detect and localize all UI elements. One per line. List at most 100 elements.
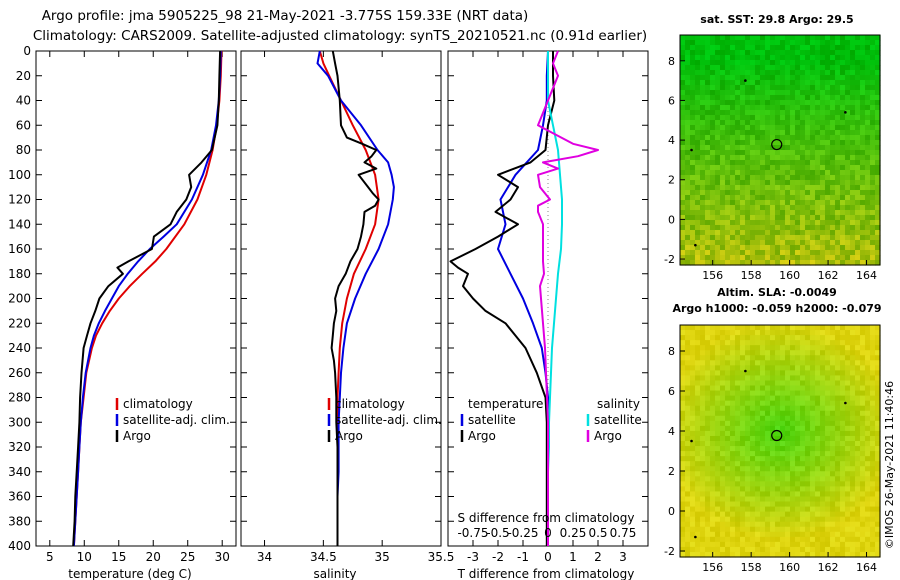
map-cell	[750, 501, 756, 508]
map-cell	[700, 476, 706, 482]
map-cell	[685, 355, 691, 361]
map-cell	[800, 441, 806, 447]
map-cell	[780, 260, 786, 266]
map-cell	[745, 200, 751, 206]
map-cell	[835, 65, 841, 71]
map-cell	[805, 210, 811, 216]
map-cell	[680, 481, 686, 487]
map-cell	[750, 350, 756, 356]
map-cell	[775, 110, 781, 116]
map-cell	[740, 165, 746, 171]
map-cell	[725, 511, 731, 518]
map-cell	[775, 135, 781, 141]
map-cell	[715, 140, 721, 146]
map-cell	[720, 335, 726, 341]
map-cell	[705, 185, 711, 191]
map-cell	[770, 100, 776, 106]
map-cell	[725, 120, 731, 126]
map-cell	[745, 385, 751, 392]
map-cell	[845, 135, 851, 141]
map-cell	[795, 85, 801, 91]
map-cell	[830, 415, 836, 422]
map-cell	[775, 230, 781, 236]
map-cell	[685, 95, 691, 101]
map-cell	[815, 195, 821, 201]
map-cell	[875, 55, 881, 61]
map-cell	[800, 415, 806, 422]
map-cell	[780, 255, 786, 261]
map-cell	[760, 110, 766, 116]
map-cell	[760, 325, 766, 331]
map-cell	[730, 471, 736, 477]
map-cell	[785, 451, 791, 457]
map-cell	[790, 40, 796, 46]
map-cell	[790, 50, 796, 56]
map-cell	[820, 375, 826, 382]
map-cell	[745, 531, 751, 538]
argo-position-marker	[771, 429, 783, 442]
map-cell	[760, 160, 766, 166]
map-cell	[770, 456, 776, 462]
map-cell	[855, 95, 861, 101]
map-cell	[865, 531, 871, 538]
map-cell	[760, 501, 766, 508]
map-cell	[680, 155, 686, 161]
map-cell	[740, 451, 746, 457]
map-cell	[840, 55, 846, 61]
map-cell	[705, 365, 711, 371]
map-cell	[870, 420, 876, 427]
map-cell	[770, 491, 776, 498]
map-cell	[875, 155, 881, 161]
map-cell	[790, 536, 796, 543]
map-cell	[685, 385, 691, 392]
map-cell	[685, 410, 691, 417]
map-cell	[680, 491, 686, 498]
map-cell	[845, 205, 851, 211]
map-cell	[740, 40, 746, 46]
temperature-xlabel: temperature (deg C)	[68, 567, 191, 580]
map-cell	[860, 546, 866, 553]
map-cell	[870, 395, 876, 402]
map-cell	[765, 365, 771, 371]
map-cell	[695, 446, 701, 452]
map-cell	[725, 200, 731, 206]
map-cell	[765, 526, 771, 533]
depth-tick-label: 380	[8, 514, 31, 528]
map-cell	[855, 190, 861, 196]
map-cell	[840, 536, 846, 543]
map-cell	[790, 180, 796, 186]
map-cell	[800, 511, 806, 518]
map-cell	[820, 476, 826, 482]
map-cell	[755, 546, 761, 553]
map-cell	[810, 531, 816, 538]
depth-axis: 0204060801001201401601802002202402602803…	[8, 44, 31, 553]
map-cell	[805, 380, 811, 387]
map-cell	[825, 180, 831, 186]
map-cell	[725, 370, 731, 377]
map-cell	[745, 110, 751, 116]
map-cell	[765, 420, 771, 427]
map-cell	[845, 546, 851, 553]
map-cell	[680, 75, 686, 81]
map-cell	[850, 461, 856, 467]
map-cell	[695, 140, 701, 146]
map-cell	[865, 35, 871, 41]
map-cell	[750, 430, 756, 437]
map-cell	[790, 235, 796, 241]
map-cell	[870, 365, 876, 371]
map-cell	[715, 516, 721, 523]
map-cell	[735, 180, 741, 186]
map-cell	[690, 120, 696, 126]
map-cell	[835, 185, 841, 191]
map-cell	[715, 390, 721, 397]
map-cell	[815, 521, 821, 528]
map-cell	[765, 516, 771, 523]
map-cell	[785, 546, 791, 553]
map-cell	[860, 105, 866, 111]
map-cell	[855, 400, 861, 407]
map-cell	[685, 80, 691, 86]
map-cell	[700, 200, 706, 206]
map-cell	[740, 435, 746, 442]
map-cell	[830, 250, 836, 256]
map-cell	[710, 531, 716, 538]
